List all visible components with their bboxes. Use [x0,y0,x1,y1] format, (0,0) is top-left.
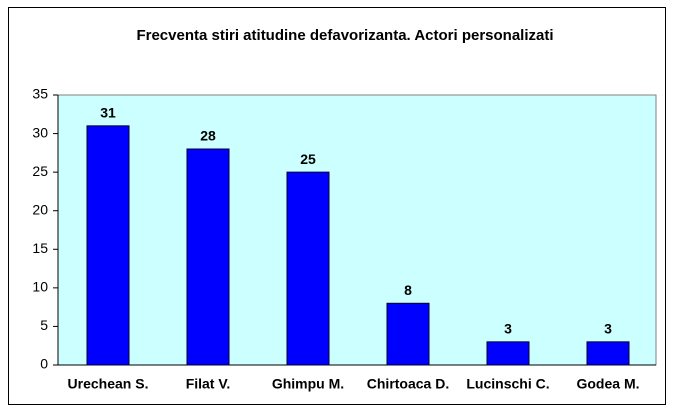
y-tick-label: 35 [32,86,48,102]
x-tick-label: Ghimpu M. [272,376,344,392]
y-tick-label: 5 [40,317,48,333]
bar [586,341,630,366]
y-tick-label: 20 [32,201,48,217]
y-tick-label: 15 [32,240,48,256]
bar [386,302,430,366]
data-label: 28 [200,128,216,144]
data-label: 3 [504,321,512,337]
data-label: 3 [604,321,612,337]
x-tick-label: Godea M. [576,376,639,392]
x-tick-label: Lucinschi C. [466,376,549,392]
y-tick-label: 0 [40,356,48,372]
bar [86,125,130,366]
y-tick-label: 10 [32,279,48,295]
bar [286,171,330,366]
x-tick-label: Urechean S. [68,376,149,392]
bar [486,341,530,366]
bar [186,148,230,366]
y-tick-label: 25 [32,163,48,179]
data-label: 8 [404,282,412,298]
chart-title: Frecventa stiri atitudine defavorizanta.… [136,27,553,44]
y-tick-label: 30 [32,124,48,140]
data-label: 25 [300,151,316,167]
x-tick-label: Filat V. [186,376,231,392]
x-tick-label: Chirtoaca D. [367,376,449,392]
plot-area [57,94,657,366]
data-label: 31 [100,105,116,121]
